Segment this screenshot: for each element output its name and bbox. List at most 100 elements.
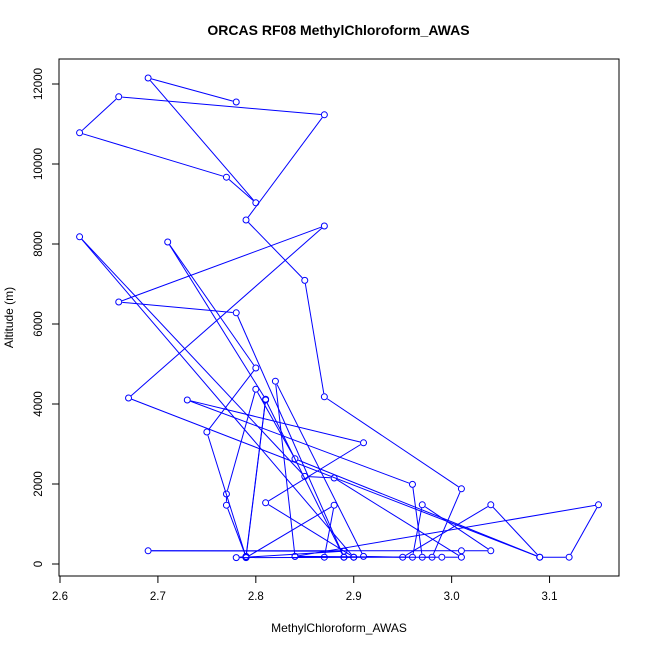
- series-line-segment: [492, 507, 538, 555]
- series-line-segment: [326, 398, 459, 488]
- series-line-segment: [412, 487, 423, 554]
- data-point: [242, 553, 250, 561]
- series-line-segment: [268, 444, 361, 502]
- data-point: [76, 233, 84, 241]
- series-line-segment: [122, 301, 233, 313]
- series-line-segment: [121, 226, 322, 302]
- data-point: [232, 309, 240, 317]
- series-line-segment: [570, 507, 598, 555]
- data-point: [262, 396, 270, 404]
- y-axis-label: Altitude (m): [2, 287, 16, 348]
- series-line-segment: [298, 555, 321, 558]
- data-point: [183, 396, 191, 404]
- series-line-segment: [245, 403, 266, 555]
- series-line-segment: [81, 239, 303, 475]
- series-line-segment: [227, 508, 246, 554]
- data-point: [320, 111, 328, 119]
- series-line-segment: [298, 459, 537, 557]
- data-point: [360, 552, 368, 560]
- data-point: [399, 553, 407, 561]
- series-line-segment: [169, 244, 255, 366]
- series-line-segment: [247, 117, 323, 218]
- series-line-segment: [151, 78, 233, 102]
- series-line-segment: [248, 222, 303, 279]
- data-point: [222, 173, 230, 181]
- data-point: [203, 428, 211, 436]
- series-line-segment: [324, 508, 334, 554]
- y-tick-label: 4000: [33, 391, 45, 417]
- data-point: [565, 553, 573, 561]
- data-point: [291, 552, 299, 560]
- data-point: [262, 499, 270, 507]
- data-point: [457, 553, 465, 561]
- data-point: [291, 455, 299, 463]
- y-tick-label: 2000: [33, 471, 45, 497]
- data-point: [232, 98, 240, 106]
- x-tick-label: 2.7: [150, 591, 166, 603]
- data-point: [320, 553, 328, 561]
- data-point: [340, 553, 348, 561]
- data-point: [222, 490, 230, 498]
- series-line-segment: [432, 491, 461, 555]
- data-point: [115, 93, 123, 101]
- data-point: [76, 129, 84, 137]
- data-point: [301, 276, 309, 284]
- series-line-segment: [208, 370, 255, 430]
- data-point: [164, 238, 172, 246]
- data-point: [222, 501, 230, 509]
- series-line-segment: [190, 400, 410, 484]
- data-point: [252, 199, 260, 207]
- y-tick-label: 10000: [33, 148, 45, 180]
- y-tick-label: 6000: [33, 311, 45, 337]
- data-point: [330, 474, 338, 482]
- series-line-segment: [367, 555, 400, 558]
- series-line-segment: [82, 133, 224, 177]
- data-point: [408, 553, 416, 561]
- series-line-segment: [150, 80, 254, 201]
- series-lines: [81, 78, 598, 559]
- data-point: [487, 501, 495, 509]
- series-line-segment: [81, 239, 352, 555]
- series-line-segment: [131, 398, 537, 557]
- data-point: [418, 501, 426, 509]
- series-line-segment: [268, 504, 352, 556]
- data-point: [115, 298, 123, 306]
- data-point: [350, 553, 358, 561]
- data-point: [360, 439, 368, 447]
- y-tick-label: 0: [33, 561, 45, 567]
- data-point: [242, 216, 250, 224]
- y-axis: 0 2000 4000 6000 8000 10000 12000: [33, 68, 60, 567]
- data-point: [428, 553, 436, 561]
- series-line-segment: [190, 400, 361, 443]
- data-point: [595, 501, 602, 509]
- data-point: [301, 472, 309, 480]
- data-point: [252, 385, 260, 393]
- data-point: [418, 553, 426, 561]
- data-point: [438, 553, 446, 561]
- series-line-segment: [122, 96, 321, 115]
- data-point: [320, 222, 328, 230]
- x-tick-label: 3.0: [444, 591, 460, 603]
- x-tick-label: 2.8: [248, 591, 264, 603]
- data-point: [457, 485, 465, 493]
- data-point: [330, 501, 338, 509]
- x-axis-label: MethylChloroform_AWAS: [271, 621, 407, 635]
- plot-area-frame: [58, 58, 620, 577]
- series-line-segment: [130, 227, 323, 397]
- series-line-segment: [304, 283, 325, 394]
- x-tick-label: 2.9: [346, 591, 362, 603]
- x-tick-label: 2.6: [52, 591, 68, 603]
- series-line-segment: [424, 506, 489, 550]
- series-line-segment: [336, 479, 459, 556]
- x-axis: 2.6 2.7 2.8 2.9 3.0 3.1: [52, 575, 558, 603]
- series-line-segment: [275, 384, 296, 553]
- series-line-segment: [226, 392, 256, 491]
- y-tick-label: 8000: [33, 231, 45, 257]
- data-point: [271, 377, 279, 385]
- x-tick-label: 3.1: [542, 591, 558, 603]
- series-line-segment: [298, 504, 596, 557]
- chart-title: ORCAS RF08 MethylChloroform_AWAS: [207, 22, 469, 38]
- data-point: [232, 554, 240, 562]
- data-point: [252, 364, 260, 372]
